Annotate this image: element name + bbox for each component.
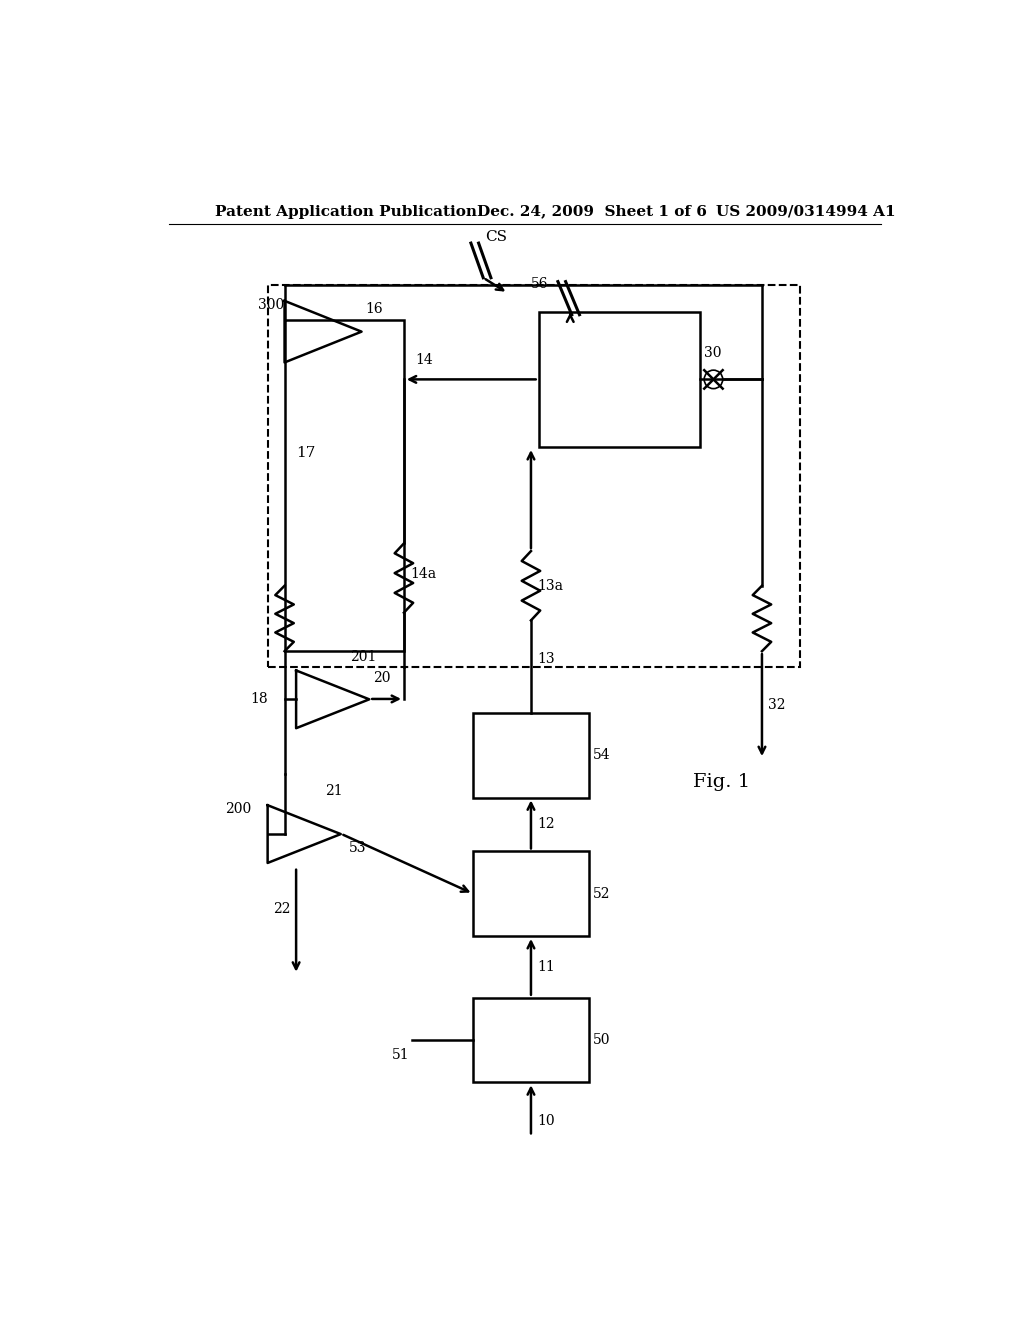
Text: 17: 17 bbox=[296, 446, 315, 459]
Text: 200: 200 bbox=[225, 803, 252, 816]
Text: 51: 51 bbox=[392, 1048, 410, 1063]
Text: 16: 16 bbox=[366, 301, 383, 315]
Text: 56: 56 bbox=[531, 277, 549, 290]
Bar bbox=[473, 851, 589, 936]
Text: 50: 50 bbox=[593, 1034, 610, 1047]
Text: 20: 20 bbox=[373, 671, 390, 685]
Text: Fig. 1: Fig. 1 bbox=[692, 774, 750, 791]
Text: 54: 54 bbox=[593, 748, 610, 762]
Text: 21: 21 bbox=[326, 784, 343, 799]
Text: 10: 10 bbox=[538, 1114, 555, 1127]
Text: 11: 11 bbox=[538, 960, 555, 974]
Bar bbox=[539, 313, 700, 447]
Bar bbox=[473, 713, 589, 797]
Text: 13: 13 bbox=[538, 652, 555, 665]
Text: 53: 53 bbox=[348, 841, 366, 854]
Text: 18: 18 bbox=[250, 692, 267, 706]
Text: 22: 22 bbox=[273, 902, 291, 916]
Text: Patent Application Publication: Patent Application Publication bbox=[215, 205, 477, 219]
Text: 32: 32 bbox=[768, 698, 785, 711]
Text: 30: 30 bbox=[705, 346, 722, 360]
Bar bbox=[473, 998, 589, 1082]
Bar bbox=[267, 285, 801, 667]
Text: 14a: 14a bbox=[410, 568, 436, 581]
Text: 300: 300 bbox=[258, 298, 284, 312]
Text: US 2009/0314994 A1: US 2009/0314994 A1 bbox=[716, 205, 895, 219]
Text: CS: CS bbox=[484, 230, 507, 244]
Text: 52: 52 bbox=[593, 887, 610, 900]
Text: 13a: 13a bbox=[538, 578, 563, 593]
Text: 14: 14 bbox=[416, 354, 433, 367]
Text: 201: 201 bbox=[350, 649, 377, 664]
Text: 12: 12 bbox=[538, 817, 555, 832]
Text: Dec. 24, 2009  Sheet 1 of 6: Dec. 24, 2009 Sheet 1 of 6 bbox=[477, 205, 707, 219]
Bar bbox=[285, 321, 403, 651]
